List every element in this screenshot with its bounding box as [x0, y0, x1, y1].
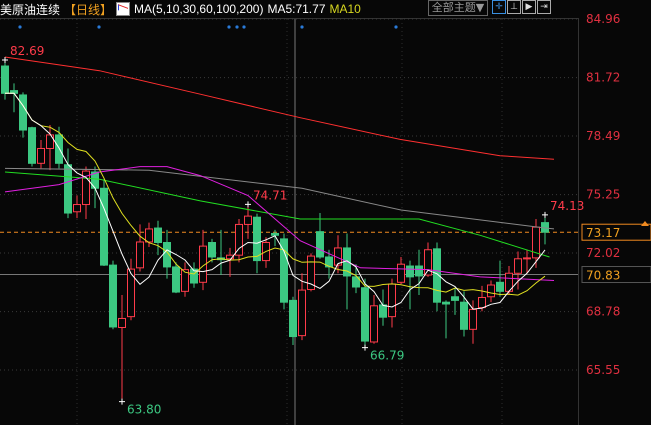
event-marker-dot [242, 25, 246, 29]
extreme-price-label: 82.69 [10, 44, 44, 58]
candle-down [28, 127, 36, 164]
event-marker-dot [18, 25, 22, 29]
candle-down [415, 265, 423, 277]
candle-up [514, 258, 522, 274]
candle-up [469, 308, 477, 330]
candle-down [325, 256, 333, 268]
candle-up [307, 255, 315, 291]
price-tick-label: 72.02 [586, 246, 620, 260]
extreme-price-label: 66.79 [370, 349, 404, 363]
candle-down [1, 65, 9, 94]
event-marker-dot [235, 25, 239, 29]
candle-down [163, 242, 171, 268]
candle-down [55, 134, 63, 164]
candle-down [271, 232, 279, 236]
ma100-line [4, 167, 555, 230]
candle-down [352, 276, 360, 288]
candle-down [289, 299, 297, 338]
candle-up [145, 228, 153, 243]
crosshair-price-box [581, 266, 651, 284]
candle-up [73, 204, 81, 213]
crosshair-icon[interactable]: ✛ [492, 0, 506, 14]
candle-up [298, 289, 306, 337]
candle-down [109, 264, 117, 328]
candle-down [190, 268, 198, 284]
candle-up [226, 254, 234, 260]
candle-up [244, 215, 252, 225]
event-marker-dot [97, 25, 101, 29]
candle-up [523, 257, 531, 260]
event-marker-dot [300, 25, 304, 29]
candle-down [172, 266, 180, 293]
extreme-marker [542, 211, 548, 218]
candle-up [235, 223, 243, 256]
candle-up [478, 296, 486, 309]
ma30-line [4, 166, 555, 281]
candle-down [100, 187, 108, 266]
ma5-line [5, 92, 546, 310]
extreme-marker [245, 201, 251, 208]
candle-up [136, 241, 144, 269]
candle-down [64, 164, 72, 214]
candle-up [487, 284, 495, 298]
exit-icon[interactable]: ⇥ [537, 0, 551, 14]
crosshair-price-label: 70.83 [586, 269, 620, 283]
candle-up [127, 268, 135, 318]
price-tick-label: 68.78 [586, 305, 620, 319]
ma-params[interactable]: MA(5,10,30,60,100,200) [134, 2, 264, 16]
candle-down [253, 216, 261, 262]
candle-down [379, 304, 387, 318]
ma200-line [4, 56, 555, 160]
candle-down [208, 242, 216, 258]
candle-up [370, 305, 378, 343]
ma5-value: MA5:71.77 [267, 2, 326, 16]
candle-down [451, 296, 459, 301]
extreme-marker [119, 398, 125, 405]
extreme-price-label: 74.13 [550, 199, 584, 213]
current-price-box [581, 223, 651, 241]
indicator-chart-icon[interactable] [116, 2, 131, 16]
candle-down [316, 231, 324, 258]
candle-down [433, 248, 441, 303]
candle-up [181, 269, 189, 292]
price-tick-label: 75.25 [586, 188, 620, 202]
price-tick-label: 84.96 [586, 12, 620, 26]
ma10-line [5, 92, 546, 296]
zoom-range-icon[interactable]: ⊥ [507, 0, 521, 14]
ma60-line [4, 171, 550, 258]
instrument-name: 美原油连续 [0, 2, 61, 17]
event-marker-dot [227, 25, 231, 29]
candle-down [460, 301, 468, 330]
candle-up [424, 249, 432, 276]
theme-dropdown-button[interactable]: 全部主题▼ [428, 0, 488, 16]
candle-up [397, 263, 405, 283]
extreme-marker [2, 57, 8, 64]
candle-up [199, 245, 207, 283]
extreme-price-label: 74.71 [253, 188, 287, 202]
candle-down [406, 265, 414, 278]
period-selector[interactable]: 【日线】 [64, 2, 113, 17]
price-tick-label: 81.72 [586, 71, 620, 85]
candle-down [442, 301, 450, 305]
current-price-label: 73.17 [586, 226, 620, 240]
candle-down [361, 287, 369, 342]
event-marker-dot [394, 25, 398, 29]
candle-down [496, 281, 504, 292]
candle-up [82, 170, 90, 206]
play-icon[interactable]: ▶ [522, 0, 536, 14]
candle-up [37, 147, 45, 164]
candle-up [118, 317, 126, 329]
extreme-price-label: 63.80 [127, 403, 161, 417]
price-tick-label: 78.49 [586, 129, 620, 143]
current-price-arrow-icon [641, 221, 649, 226]
candle-up [388, 283, 396, 318]
extreme-marker [362, 344, 368, 351]
candle-down [19, 94, 27, 131]
chart-header: 美原油连续 【日线】 MA(5,10,30,60,100,200) MA5:71… [0, 0, 365, 18]
ma10-value: MA10 [329, 2, 361, 16]
price-tick-label: 65.55 [586, 363, 620, 377]
candle-down [154, 227, 162, 244]
candle-down [280, 238, 288, 303]
